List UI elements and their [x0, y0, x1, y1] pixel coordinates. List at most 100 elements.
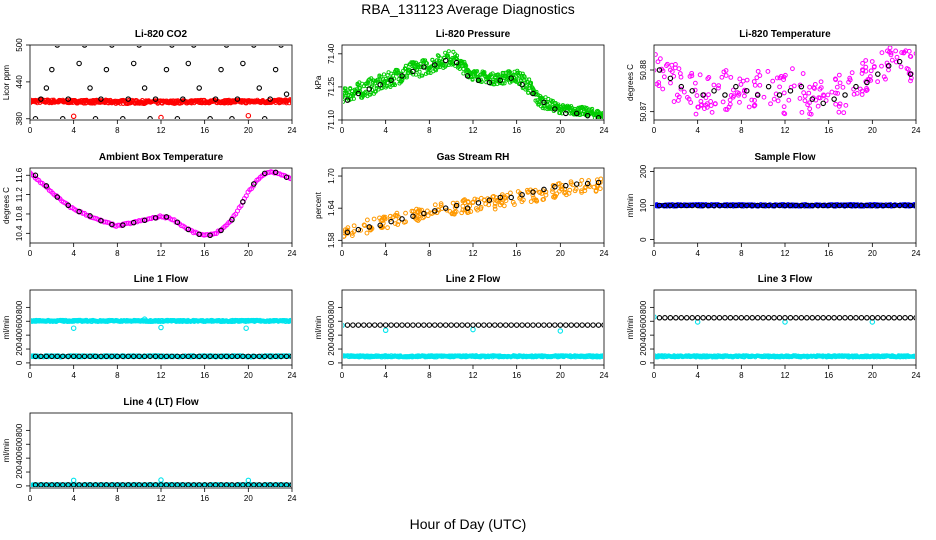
data-point-magenta: [843, 102, 849, 108]
average-point: [267, 96, 273, 102]
average-point: [754, 92, 761, 98]
average-point: [240, 60, 246, 67]
data-point-magenta: [678, 86, 684, 92]
data-point-red: [289, 99, 291, 103]
x-tick-label: 4: [383, 371, 388, 380]
data-point-magenta: [694, 93, 700, 98]
average-point: [272, 66, 279, 73]
y-tick-label: 71.40: [327, 43, 336, 64]
data-point-magenta: [738, 82, 744, 87]
data-point-green: [525, 86, 530, 91]
average-point: [278, 353, 284, 360]
average-point: [185, 353, 192, 360]
x-tick-label: 0: [28, 249, 33, 258]
data-point-magenta: [777, 75, 783, 81]
data-point-orange: [525, 189, 531, 195]
average-point: [459, 322, 465, 328]
average-point: [180, 353, 186, 360]
average-point: [497, 194, 504, 201]
average-point: [530, 322, 536, 328]
average-point: [453, 59, 460, 66]
data-point-magenta: [883, 76, 888, 82]
panel-title: Li-820 CO2: [135, 29, 188, 40]
x-tick-label: 8: [427, 249, 432, 258]
average-point: [261, 116, 268, 119]
data-point-green: [435, 65, 440, 70]
outlier-point: [158, 324, 164, 331]
average-point: [196, 85, 202, 91]
data-point-green: [435, 53, 440, 58]
average-point: [38, 353, 44, 360]
average-point: [552, 106, 558, 112]
average-point: [776, 202, 783, 209]
data-point-green: [460, 59, 465, 64]
outlier-point: [70, 113, 77, 119]
data-point-magenta: [829, 89, 835, 95]
data-point-orange: [582, 185, 588, 191]
average-point: [749, 202, 755, 209]
data-point-magenta: [752, 102, 758, 108]
data-point-orange: [421, 214, 427, 220]
data-point-orange: [579, 190, 585, 195]
x-tick-label: 24: [600, 371, 609, 380]
data-point-magenta: [740, 78, 746, 84]
data-point-magenta: [840, 84, 846, 90]
data-point-orange: [424, 208, 430, 214]
average-point: [508, 194, 514, 201]
data-point-orange: [381, 214, 387, 220]
average-point: [836, 202, 843, 209]
data-point-orange: [543, 192, 549, 198]
data-point-magenta: [737, 76, 743, 82]
data-point-orange: [364, 217, 370, 223]
data-point-magenta: [668, 80, 673, 86]
average-point: [87, 353, 93, 360]
data-point-magenta: [761, 94, 767, 100]
average-point: [486, 79, 493, 86]
data-point-green: [537, 100, 542, 105]
data-point-green: [601, 110, 603, 115]
average-point: [464, 73, 471, 79]
average-point: [809, 202, 816, 209]
average-point: [464, 322, 471, 328]
x-tick-label: 8: [739, 249, 744, 258]
data-point-magenta: [728, 74, 734, 80]
y-tick-label: 10.8: [15, 206, 24, 222]
data-point-orange: [351, 223, 357, 229]
average-point: [809, 96, 816, 102]
average-point: [125, 96, 132, 102]
average-point: [486, 322, 493, 328]
average-point: [907, 71, 914, 77]
average-point: [218, 353, 224, 360]
x-tick-label: 20: [556, 249, 565, 258]
average-point: [530, 189, 536, 195]
average-point: [497, 322, 504, 328]
x-tick-label: 16: [200, 126, 209, 135]
average-point: [415, 322, 422, 328]
data-point-magenta: [765, 69, 771, 74]
x-tick-label: 8: [739, 126, 744, 135]
average-point: [662, 202, 668, 209]
data-point-orange: [579, 177, 585, 183]
average-point: [256, 85, 262, 91]
data-point-magenta: [849, 70, 855, 76]
data-point-magenta: [907, 53, 913, 59]
average-point: [475, 200, 482, 206]
data-point-orange: [465, 199, 471, 205]
average-point: [432, 208, 438, 214]
data-layer: [655, 46, 915, 119]
average-point: [437, 322, 443, 328]
data-point-magenta: [864, 88, 869, 93]
y-tick-label: 440: [15, 75, 24, 89]
average-point: [355, 226, 362, 233]
data-point-orange: [597, 186, 603, 192]
x-tick-label: 4: [71, 249, 76, 258]
average-point: [853, 202, 859, 209]
x-tick-label: 20: [556, 371, 565, 380]
average-point: [552, 184, 558, 190]
average-point: [152, 96, 159, 102]
x-tick-label: 0: [28, 126, 33, 135]
average-point: [842, 92, 848, 98]
data-point-magenta: [737, 99, 742, 105]
average-point: [475, 322, 482, 328]
